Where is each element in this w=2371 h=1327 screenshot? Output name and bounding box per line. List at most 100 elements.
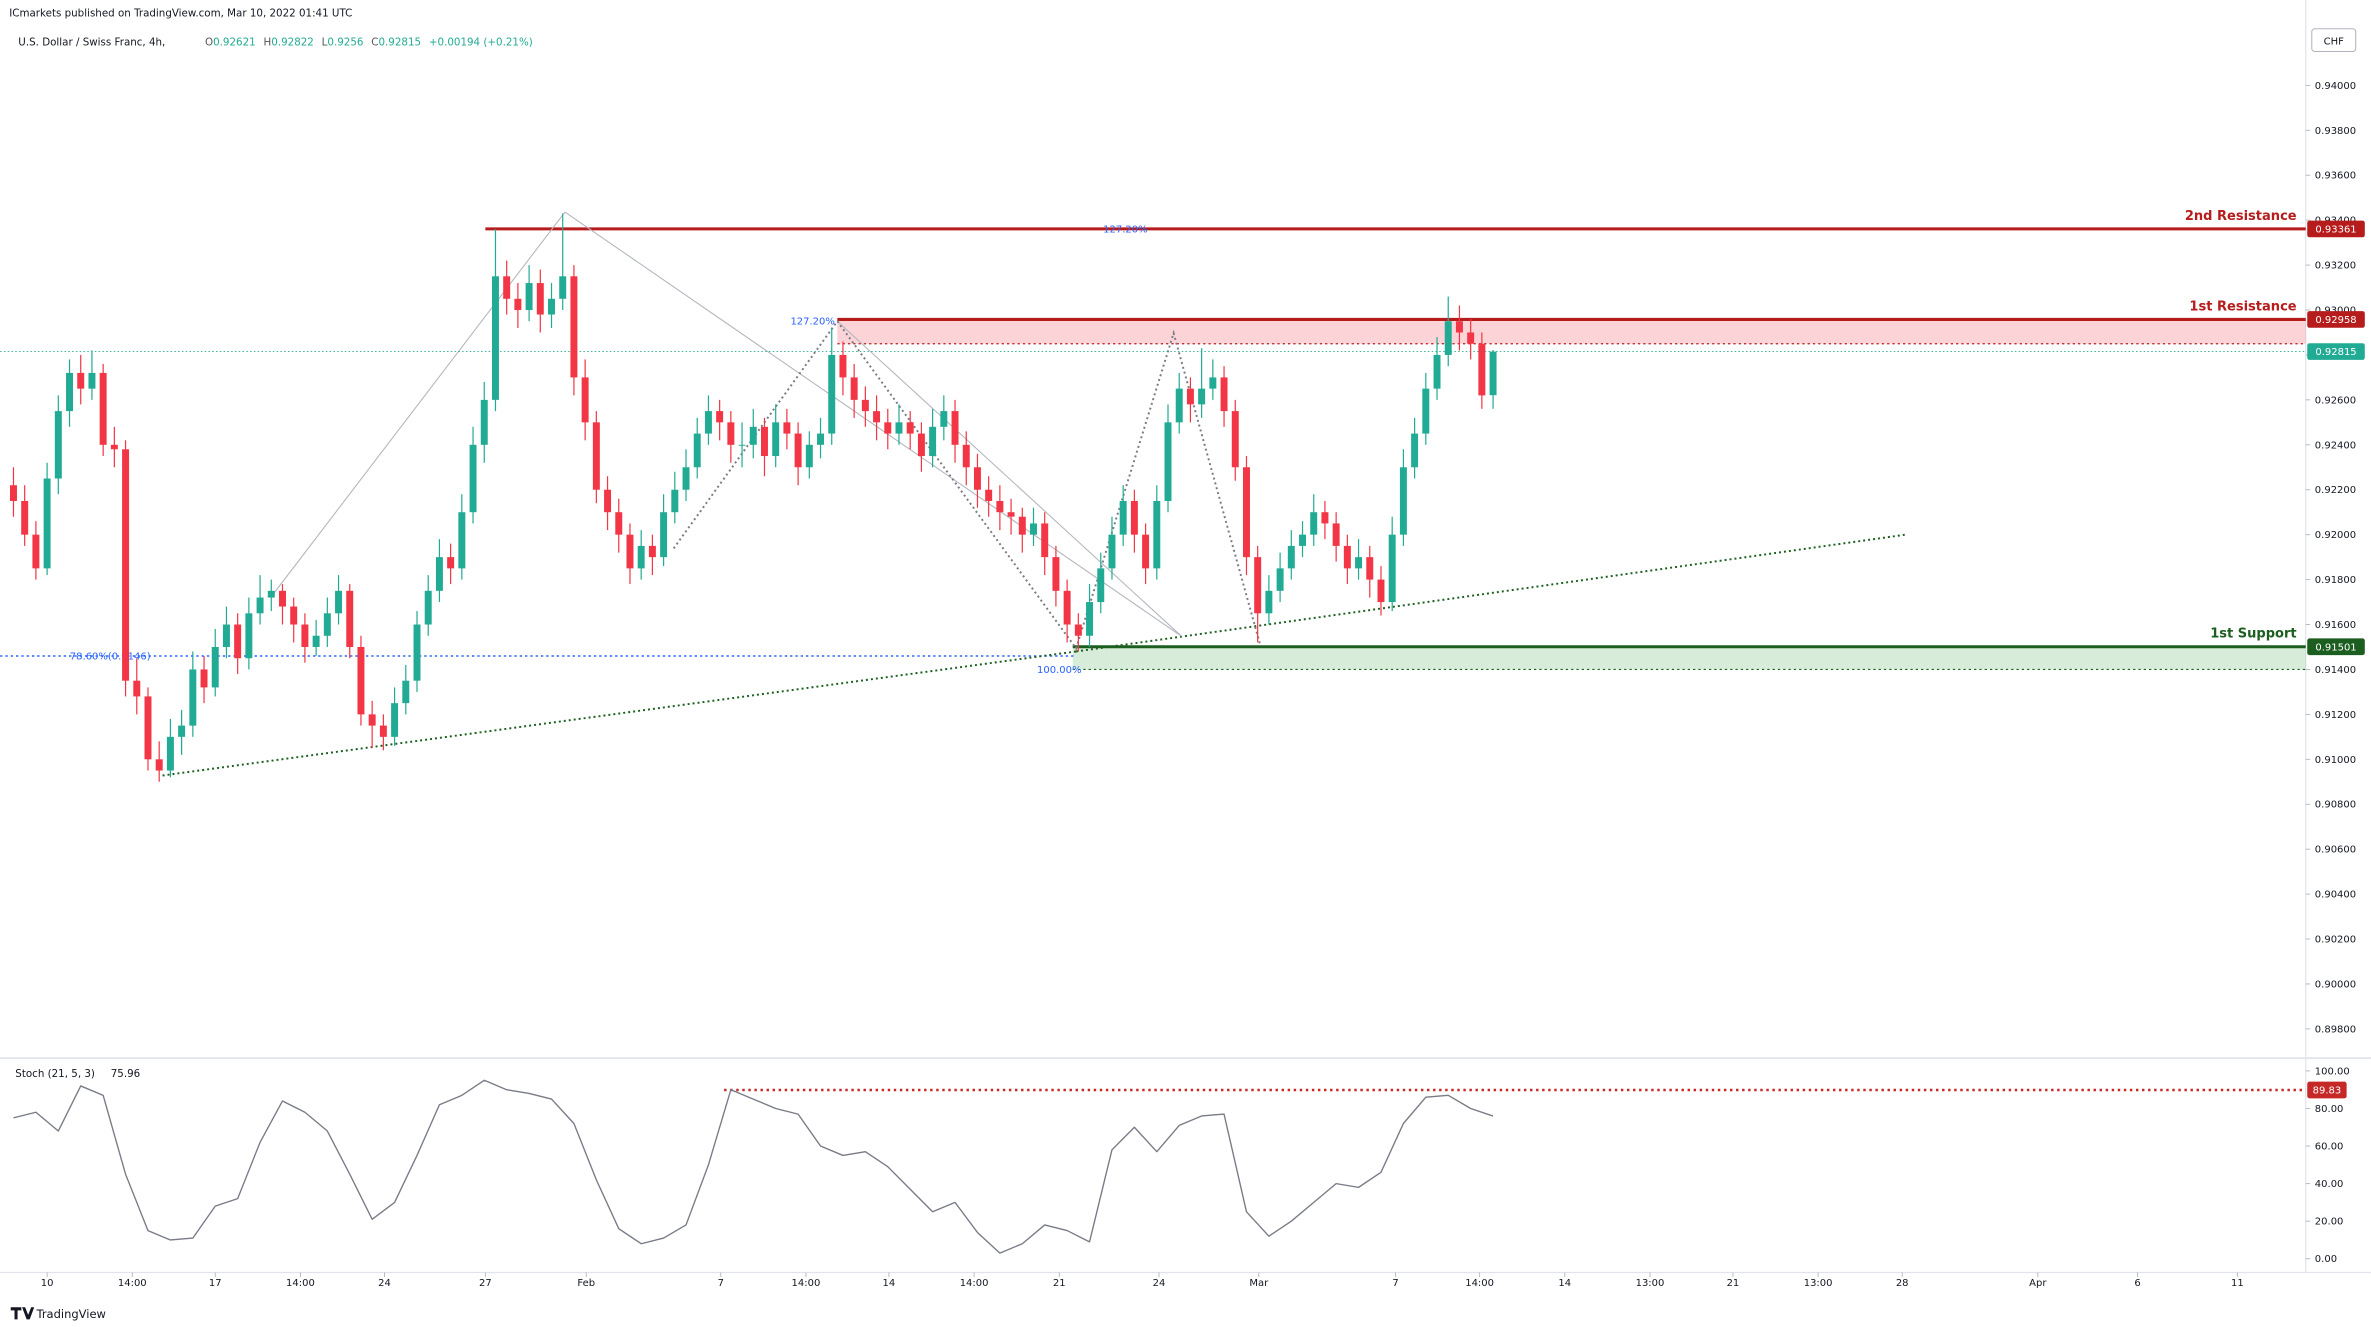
y2-tick-label: 40.00	[2315, 1179, 2344, 1190]
candle-body	[604, 489, 612, 513]
trendline	[672, 319, 1261, 651]
change: +0.00194 (+0.21%)	[429, 36, 533, 48]
candle-body	[772, 422, 780, 457]
candle-body	[1175, 388, 1183, 423]
close-value: 0.92815	[378, 36, 421, 48]
candle-body	[760, 426, 768, 457]
candle-body	[906, 422, 914, 434]
x-tick-label: 14:00	[118, 1278, 147, 1289]
y-tick-label: 0.93800	[2315, 126, 2356, 137]
candle-body	[234, 624, 242, 659]
x-tick-label: 13:00	[1636, 1278, 1665, 1289]
candle-body	[548, 298, 555, 315]
candle-body	[1142, 534, 1150, 569]
candle-body	[514, 298, 522, 311]
candle-body	[1153, 500, 1161, 569]
candle-body	[637, 545, 645, 569]
candle-body	[615, 512, 623, 535]
candle-body	[1321, 512, 1329, 524]
trendline	[273, 211, 566, 595]
level-name: 1st Resistance	[2189, 299, 2296, 314]
candle-body	[1007, 512, 1015, 517]
candle-body	[458, 512, 466, 569]
last-price-tag	[2307, 343, 2365, 360]
candle-body	[1467, 332, 1475, 344]
y-tick-label: 0.91200	[2315, 710, 2356, 721]
candle-body	[917, 433, 925, 457]
ohlc-label: H	[264, 36, 272, 48]
candle-body	[716, 411, 724, 423]
candle-body	[592, 422, 600, 490]
candle-body	[1186, 388, 1194, 405]
candle-body	[861, 399, 869, 412]
zone	[1072, 646, 2306, 670]
candle-body	[335, 590, 343, 614]
y2-tick-label: 60.00	[2315, 1142, 2344, 1153]
x-tick-label: 14:00	[792, 1278, 821, 1289]
candle-body	[447, 557, 455, 569]
y2-tick-label: 100.00	[2315, 1066, 2350, 1077]
x-tick-label: Apr	[2029, 1278, 2047, 1289]
candle-body	[996, 500, 1004, 513]
y-tick-label: 0.92600	[2315, 395, 2356, 406]
candle-body	[133, 680, 141, 697]
candle-body	[1063, 590, 1071, 625]
candle-body	[368, 714, 376, 726]
brand: TradingView	[10, 1307, 106, 1321]
candle-body	[1299, 534, 1306, 546]
candle-body	[1377, 579, 1385, 603]
candle-body	[413, 624, 421, 681]
candle-body	[1052, 557, 1060, 591]
candle-body	[279, 590, 286, 607]
candle-body	[323, 613, 331, 636]
currency-box[interactable]	[2311, 28, 2357, 53]
high-value: 0.92822	[271, 36, 314, 48]
x-tick-label: 11	[2231, 1278, 2244, 1289]
candle-body	[480, 399, 488, 445]
candle-body	[962, 444, 970, 468]
candle-body	[178, 725, 186, 737]
candle-body	[570, 276, 578, 378]
x-tick-label: 17	[209, 1278, 222, 1289]
candle-body	[1366, 557, 1374, 580]
candle-body	[32, 534, 40, 569]
candle-body	[581, 377, 589, 423]
x-tick-label: 14:00	[960, 1278, 989, 1289]
x-tick-label: 7	[1392, 1278, 1398, 1289]
candle-body	[491, 276, 499, 400]
y-tick-label: 0.92200	[2315, 485, 2356, 496]
fib-label: 100.00%	[1037, 665, 1081, 676]
x-tick-label: 14	[1558, 1278, 1571, 1289]
y-tick-label: 0.90400	[2315, 890, 2356, 901]
x-tick-label: Feb	[577, 1278, 595, 1289]
candle-body	[940, 411, 948, 427]
candle-body	[1276, 568, 1284, 591]
candle-body	[951, 411, 959, 445]
candle-body	[1030, 523, 1037, 535]
level-tag-label: 0.93361	[2315, 225, 2356, 236]
symbol-legend: U.S. Dollar / Swiss Franc, 4h, O0.92621 …	[18, 36, 532, 48]
brand-logo	[10, 1307, 35, 1320]
candle-body	[626, 534, 634, 569]
candle-body	[155, 759, 163, 771]
candle-body	[973, 467, 981, 490]
last-price-label: 0.92815	[2315, 347, 2356, 358]
candle-body	[379, 725, 387, 737]
candle-body	[895, 422, 903, 434]
x-tick-label: 14:00	[286, 1278, 315, 1289]
y-tick-label: 0.93200	[2315, 261, 2356, 272]
candle-body	[301, 624, 309, 647]
candle-body	[245, 613, 253, 659]
candle-body	[1108, 534, 1116, 569]
candle-body	[525, 283, 533, 311]
y-tick-label: 0.93000	[2315, 305, 2356, 316]
y-tick-label: 0.91600	[2315, 620, 2356, 631]
level-tag-label: 0.91501	[2315, 642, 2356, 653]
x-tick-label: 21	[1727, 1278, 1740, 1289]
candle-body	[1411, 433, 1419, 468]
candle-body	[1254, 557, 1262, 614]
candle-body	[839, 354, 847, 378]
currency[interactable]: CHF	[2324, 37, 2344, 48]
x-tick-label: 24	[1153, 1278, 1166, 1289]
candle-body	[1489, 351, 1497, 396]
